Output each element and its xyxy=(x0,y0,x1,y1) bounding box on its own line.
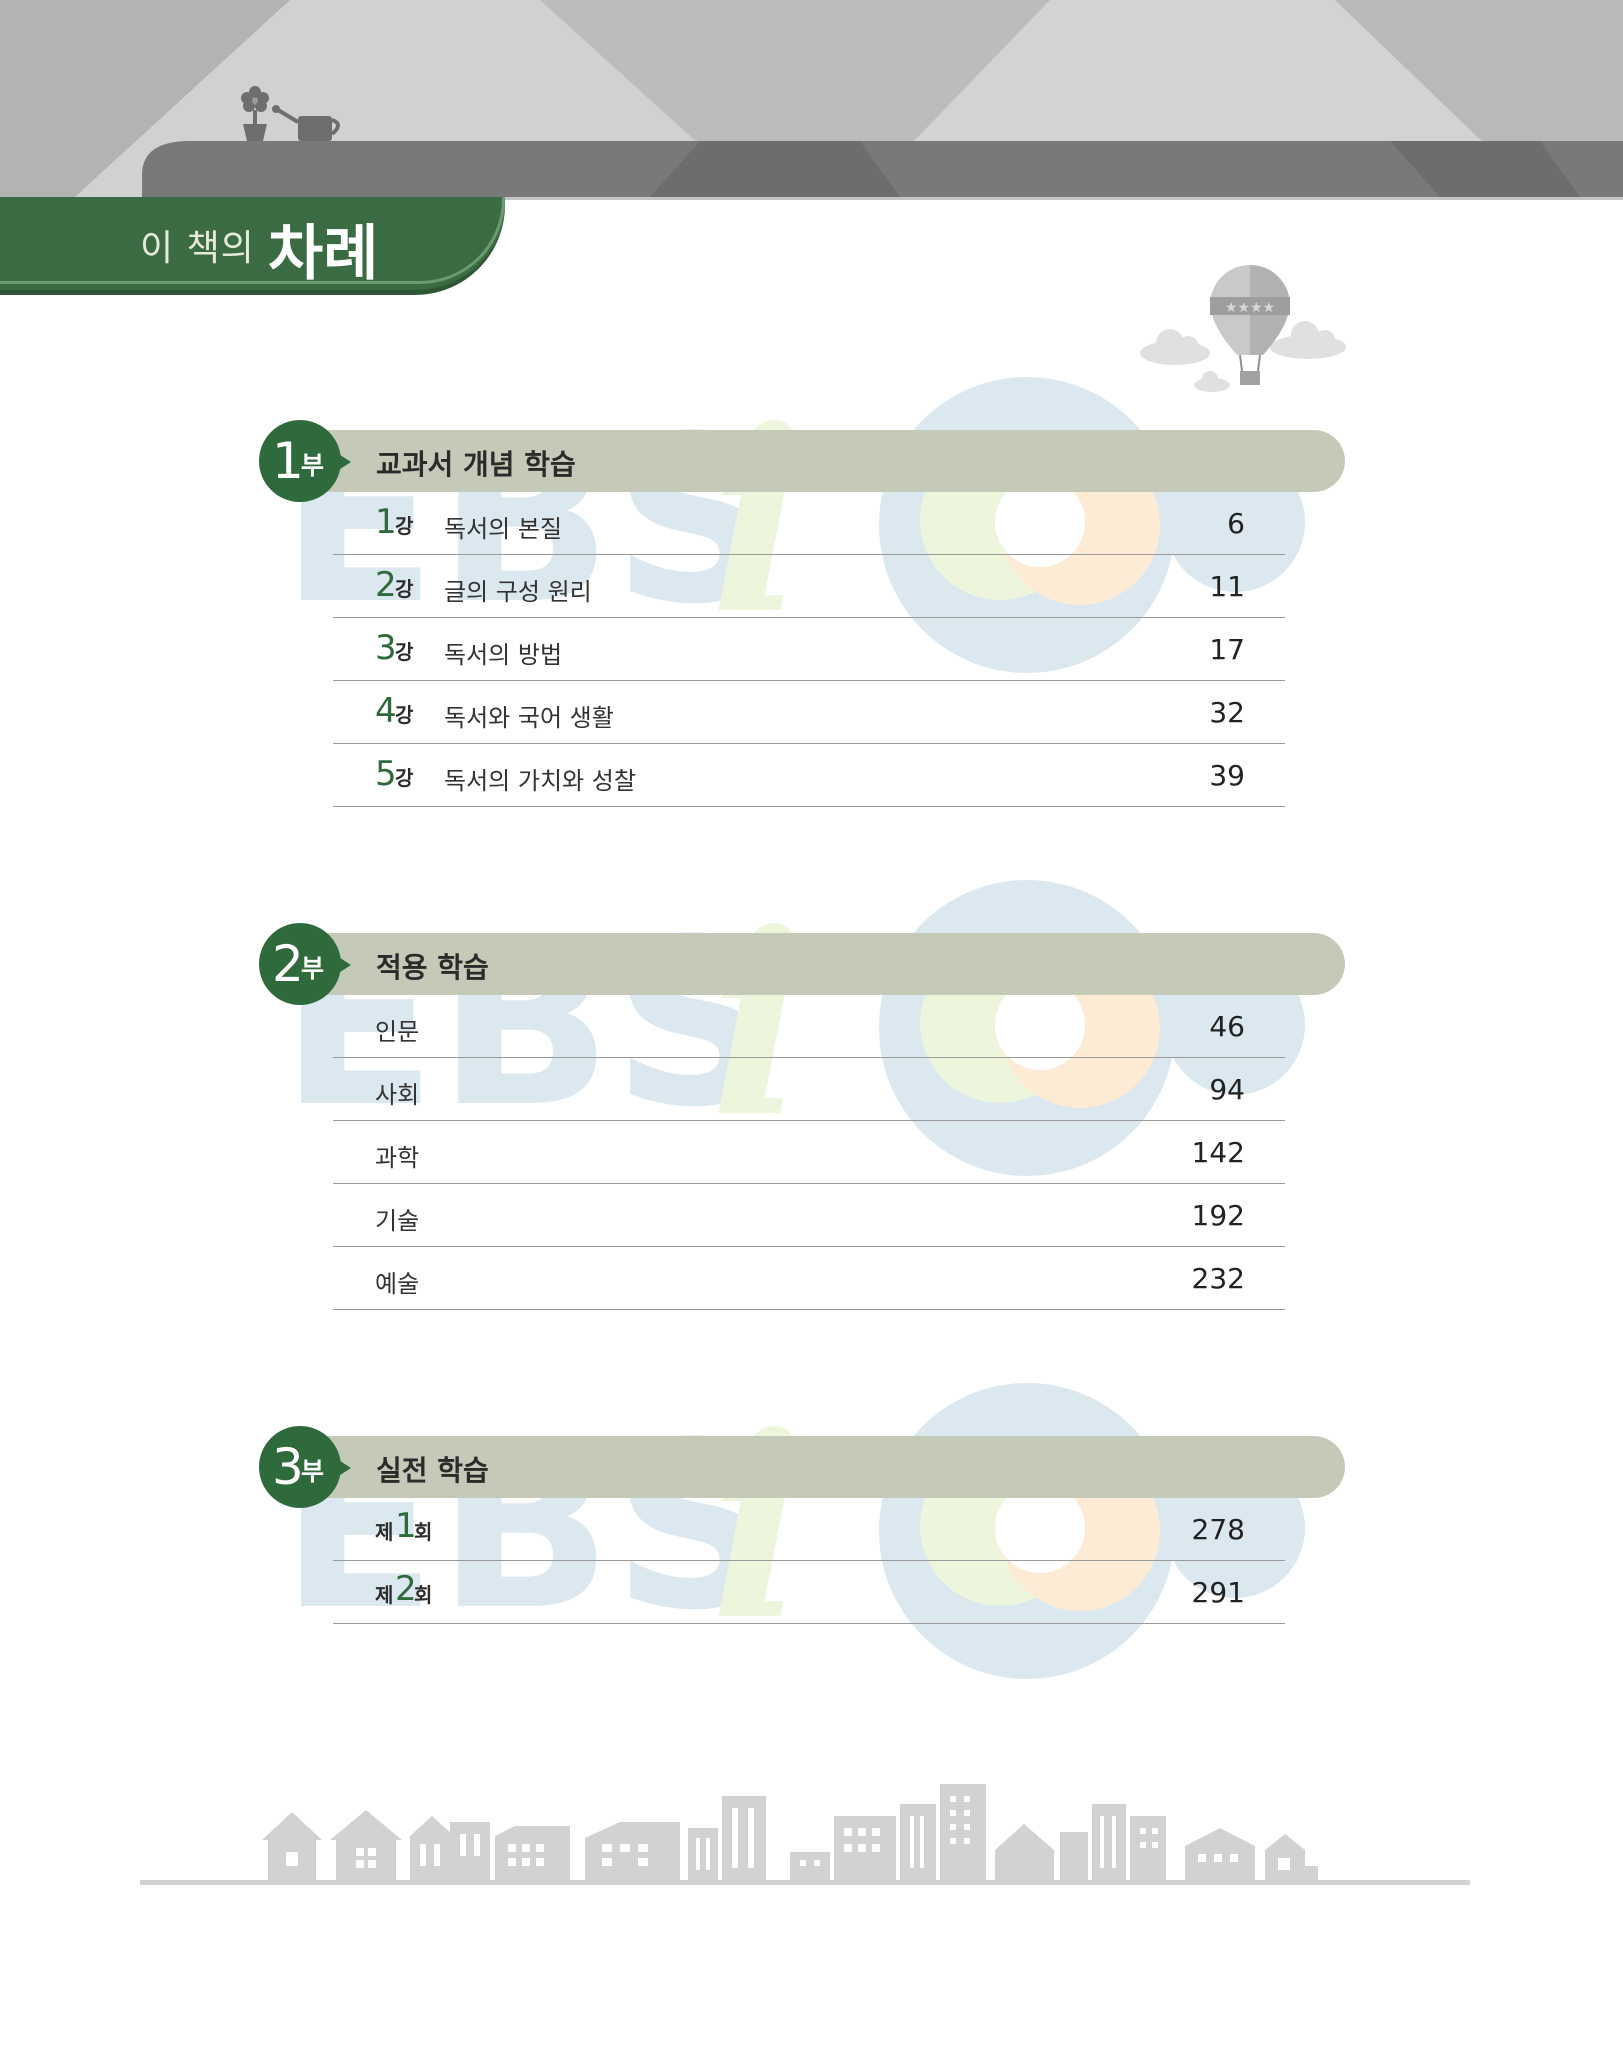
header-banner xyxy=(0,0,1623,200)
lecture-title: 독서의 본질 xyxy=(444,515,563,543)
cloud-icon xyxy=(1194,371,1230,392)
city-skyline-icon xyxy=(140,1784,1470,1885)
round-prefix: 제 xyxy=(375,1520,394,1544)
page-number: 46 xyxy=(1209,1010,1245,1043)
lecture-number: 5 xyxy=(375,754,397,794)
lecture-title: 독서의 가치와 성찰 xyxy=(444,767,636,795)
round-number: 2 xyxy=(395,1569,417,1609)
page-number: 6 xyxy=(1227,507,1245,540)
toc-row[interactable]: 4 강 독서와 국어 생활 32 xyxy=(333,681,1285,744)
page-number: 11 xyxy=(1209,570,1245,603)
round-suffix: 회 xyxy=(414,1520,433,1544)
watering-can-icon xyxy=(272,105,340,141)
toc-row[interactable]: 기술 192 xyxy=(333,1184,1285,1247)
part-title: 실전 학습 xyxy=(376,1454,489,1487)
page-title: 차례 xyxy=(268,219,379,289)
toc-row[interactable]: 2 강 글의 구성 원리 11 xyxy=(333,555,1285,618)
toc-row[interactable]: 제 2 회 291 xyxy=(333,1561,1285,1624)
svg-text:i: i xyxy=(710,878,805,1172)
svg-text:★★★★: ★★★★ xyxy=(1225,300,1275,316)
topic-title: 기술 xyxy=(375,1207,420,1235)
badge-arrow-icon xyxy=(334,451,351,473)
cloud-icon xyxy=(1270,321,1346,359)
toc-row[interactable]: 1 강 독서의 본질 6 xyxy=(333,492,1285,555)
part-number: 1 xyxy=(272,432,304,490)
svg-text:i: i xyxy=(710,375,805,669)
part-badge xyxy=(259,420,341,502)
page-number: 278 xyxy=(1191,1513,1245,1546)
badge-arrow-icon xyxy=(334,954,351,976)
title-tab: 이 책의 차례 xyxy=(0,197,505,295)
part-suffix: 부 xyxy=(301,451,325,480)
topic-title: 과학 xyxy=(375,1144,420,1172)
toc-row[interactable]: 제 1 회 278 xyxy=(333,1498,1285,1561)
page-number: 232 xyxy=(1191,1262,1245,1295)
part-title: 적용 학습 xyxy=(376,951,489,984)
round-number: 1 xyxy=(395,1506,417,1546)
part-suffix: 부 xyxy=(301,954,325,983)
part-badge xyxy=(259,923,341,1005)
part-title: 교과서 개념 학습 xyxy=(376,448,576,481)
toc-row[interactable]: 과학 142 xyxy=(333,1121,1285,1184)
lecture-unit: 강 xyxy=(395,703,414,727)
round-suffix: 회 xyxy=(414,1583,433,1607)
lecture-title: 독서와 국어 생활 xyxy=(444,704,614,732)
topic-title: 인문 xyxy=(375,1018,420,1046)
page-number: 291 xyxy=(1191,1576,1245,1609)
lecture-unit: 강 xyxy=(395,577,414,601)
page-number: 39 xyxy=(1209,759,1245,792)
flower-pot-icon xyxy=(241,86,269,141)
part-title-bar: 적용 학습 xyxy=(300,933,1345,995)
page-number: 142 xyxy=(1191,1136,1245,1169)
part-number: 3 xyxy=(272,1438,304,1496)
part-title-bar: 실전 학습 xyxy=(300,1436,1345,1498)
part-title-bar: 교과서 개념 학습 xyxy=(300,430,1345,492)
badge-arrow-icon xyxy=(334,1457,351,1479)
toc-row[interactable]: 3 강 독서의 방법 17 xyxy=(333,618,1285,681)
lecture-unit: 강 xyxy=(395,640,414,664)
lecture-title: 글의 구성 원리 xyxy=(444,578,592,606)
title-prefix: 이 책의 xyxy=(140,228,255,269)
topic-title: 사회 xyxy=(375,1081,420,1109)
part-badge xyxy=(259,1426,341,1508)
page-number: 17 xyxy=(1209,633,1245,666)
toc-row[interactable]: 5 강 독서의 가치와 성찰 39 xyxy=(333,744,1285,807)
svg-text:i: i xyxy=(710,1381,805,1675)
lecture-number: 1 xyxy=(375,502,397,542)
lecture-unit: 강 xyxy=(395,766,414,790)
lecture-title: 독서의 방법 xyxy=(444,641,563,669)
part-suffix: 부 xyxy=(301,1457,325,1486)
hot-air-balloon-icon: ★★★★ xyxy=(1140,265,1346,392)
round-prefix: 제 xyxy=(375,1583,394,1607)
page-number: 94 xyxy=(1209,1073,1245,1106)
toc-row[interactable]: 사회 94 xyxy=(333,1058,1285,1121)
toc-row[interactable]: 인문 46 xyxy=(333,995,1285,1058)
lecture-number: 3 xyxy=(375,628,397,668)
toc-row[interactable]: 예술 232 xyxy=(333,1247,1285,1310)
lecture-number: 2 xyxy=(375,565,397,605)
part-number: 2 xyxy=(272,935,304,993)
topic-title: 예술 xyxy=(375,1270,420,1298)
lecture-number: 4 xyxy=(375,691,397,731)
page-number: 192 xyxy=(1191,1199,1245,1232)
lecture-unit: 강 xyxy=(395,514,414,538)
cloud-icon xyxy=(1140,329,1210,365)
page-number: 32 xyxy=(1209,696,1245,729)
